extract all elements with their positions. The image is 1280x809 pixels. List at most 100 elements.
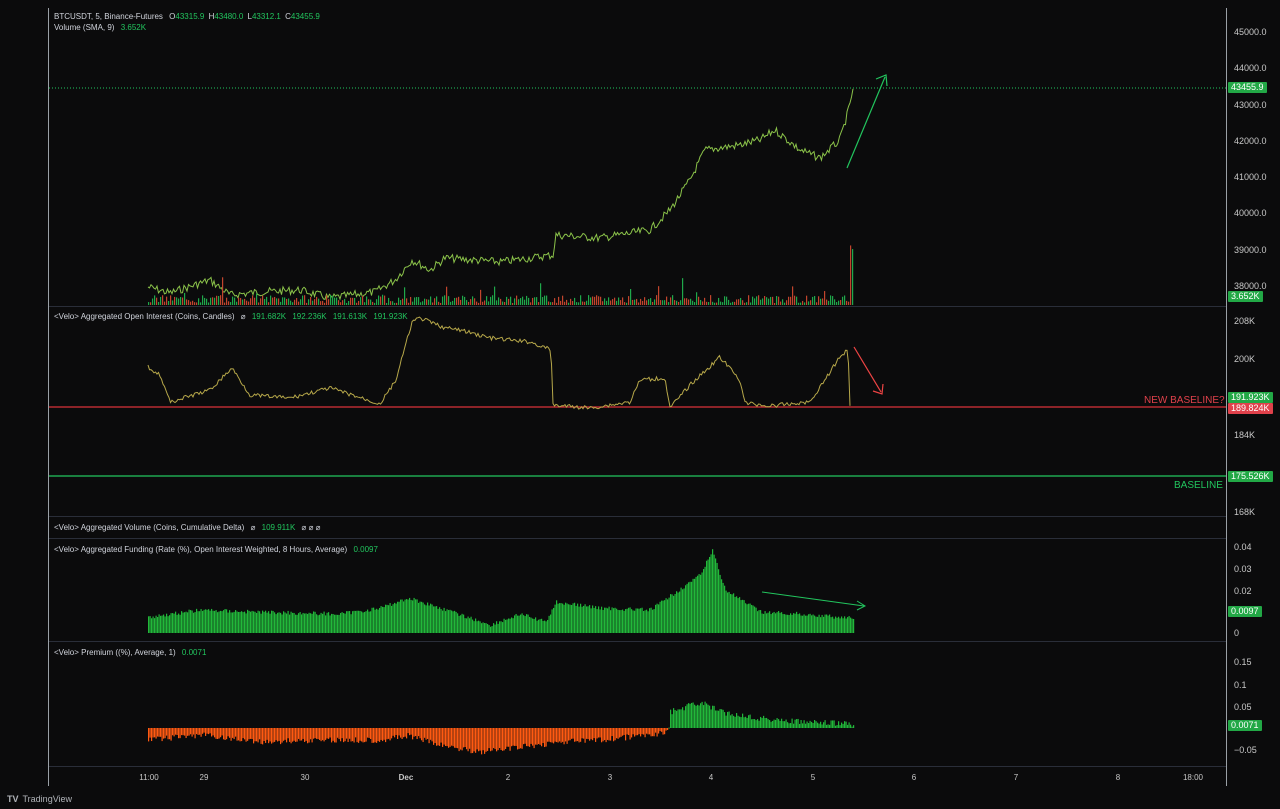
volume-bar: [430, 296, 432, 305]
volume-bar: [776, 296, 778, 305]
premium-bar: [268, 728, 270, 744]
volume-bar: [806, 295, 808, 305]
volume-bar: [760, 299, 762, 305]
funding-bar: [662, 600, 664, 633]
premium-bar: [794, 719, 796, 728]
pane-separator-5[interactable]: [49, 766, 1226, 767]
premium-bar: [338, 728, 340, 740]
premium-bar: [445, 728, 447, 746]
funding-bar: [488, 625, 490, 633]
funding-bar: [482, 622, 484, 633]
volume-bar: [698, 296, 700, 305]
funding-axis[interactable]: 0.04 0.03 0.02 0: [1226, 538, 1280, 641]
volume-bar: [150, 302, 152, 305]
funding-bar: [469, 618, 471, 633]
oi-axis[interactable]: 208K 200K 184K 168K: [1226, 306, 1280, 517]
funding-bar: [467, 616, 469, 633]
pane-separator-2[interactable]: [49, 516, 1226, 517]
premium-bar: [563, 728, 565, 745]
funding-bar: [763, 613, 765, 633]
volume-legend[interactable]: Volume (SMA, 9) 3.652K: [54, 23, 146, 32]
volume-bar: [802, 300, 804, 305]
funding-bar: [442, 610, 444, 633]
volume-bar: [560, 300, 562, 305]
funding-bar: [829, 614, 831, 633]
volume-bar: [556, 302, 558, 305]
premium-bar: [463, 728, 465, 748]
funding-bar: [394, 602, 396, 633]
premium-bar: [832, 720, 834, 728]
funding-bar: [407, 599, 409, 633]
pane-separator-3[interactable]: [49, 538, 1226, 539]
volume-bar: [326, 295, 328, 305]
funding-bar: [574, 602, 576, 633]
volume-bar: [642, 300, 644, 305]
funding-bar: [842, 618, 844, 633]
premium-bar: [721, 709, 723, 728]
funding-bar: [223, 610, 225, 633]
premium-bar: [271, 728, 273, 744]
funding-bar: [647, 611, 649, 633]
cvd-legend[interactable]: <Velo> Aggregated Volume (Coins, Cumulat…: [54, 523, 320, 532]
funding-bar: [310, 613, 312, 633]
volume-bar: [606, 300, 608, 305]
funding-bar: [370, 611, 372, 633]
premium-bar: [214, 728, 216, 738]
funding-bar: [695, 576, 697, 633]
premium-bar: [632, 728, 634, 735]
premium-bar: [541, 728, 543, 747]
premium-bar: [215, 728, 217, 739]
funding-bar: [659, 601, 661, 633]
funding-bar: [497, 623, 499, 633]
premium-bar: [317, 728, 319, 740]
volume-bar: [714, 302, 716, 305]
funding-legend[interactable]: <Velo> Aggregated Funding (Rate (%), Ope…: [54, 545, 378, 554]
funding-series: [148, 549, 855, 633]
tradingview-logo[interactable]: TV TradingView: [7, 794, 72, 804]
funding-bar: [458, 615, 460, 633]
oi-open: 191.682K: [251, 312, 287, 321]
premium-bar: [697, 704, 699, 728]
premium-bar: [830, 720, 832, 728]
premium-bar: [350, 728, 352, 742]
funding-bar: [847, 617, 849, 633]
premium-bar: [598, 728, 600, 738]
volume-bar: [188, 300, 190, 305]
volume-bar: [690, 298, 692, 305]
pane-separator-4[interactable]: [49, 641, 1226, 642]
volume-bar: [322, 300, 324, 305]
funding-bar: [596, 609, 598, 633]
volume-bar: [600, 296, 602, 305]
premium-bar: [404, 728, 406, 737]
premium-axis[interactable]: 0.15 0.1 0.05 −0.05: [1226, 641, 1280, 766]
premium-bar: [280, 728, 282, 745]
pane-separator-1[interactable]: [49, 306, 1226, 307]
premium-bar: [206, 728, 208, 734]
volume-bar: [794, 295, 796, 305]
volume-bar: [204, 297, 206, 305]
volume-bar: [612, 299, 614, 305]
oi-title: <Velo> Aggregated Open Interest (Coins, …: [54, 312, 235, 321]
volume-bar: [610, 300, 612, 305]
premium-bar: [313, 728, 315, 739]
oi-legend[interactable]: <Velo> Aggregated Open Interest (Coins, …: [54, 312, 408, 321]
volume-bar: [266, 296, 268, 305]
premium-bar: [535, 728, 537, 745]
price-axis[interactable]: 45000.0 44000.0 43000.0 42000.0 41000.0 …: [1226, 0, 1280, 306]
funding-bar: [454, 610, 456, 633]
funding-bar: [194, 612, 196, 633]
funding-bar: [532, 618, 534, 633]
main-legend[interactable]: BTCUSDT, 5, Binance-Futures O43315.9 H43…: [54, 12, 320, 21]
volume-bar: [586, 300, 588, 305]
premium-legend[interactable]: <Velo> Premium ((%), Average, 1) 0.0071: [54, 648, 206, 657]
funding-bar: [292, 612, 294, 633]
premium-bar: [494, 728, 496, 750]
funding-bar: [524, 616, 526, 633]
funding-bar: [397, 601, 399, 633]
premium-bar: [659, 728, 661, 732]
volume-bar: [564, 301, 566, 305]
funding-bar: [400, 599, 402, 633]
premium-bar: [634, 728, 636, 737]
volume-bar: [168, 301, 170, 305]
